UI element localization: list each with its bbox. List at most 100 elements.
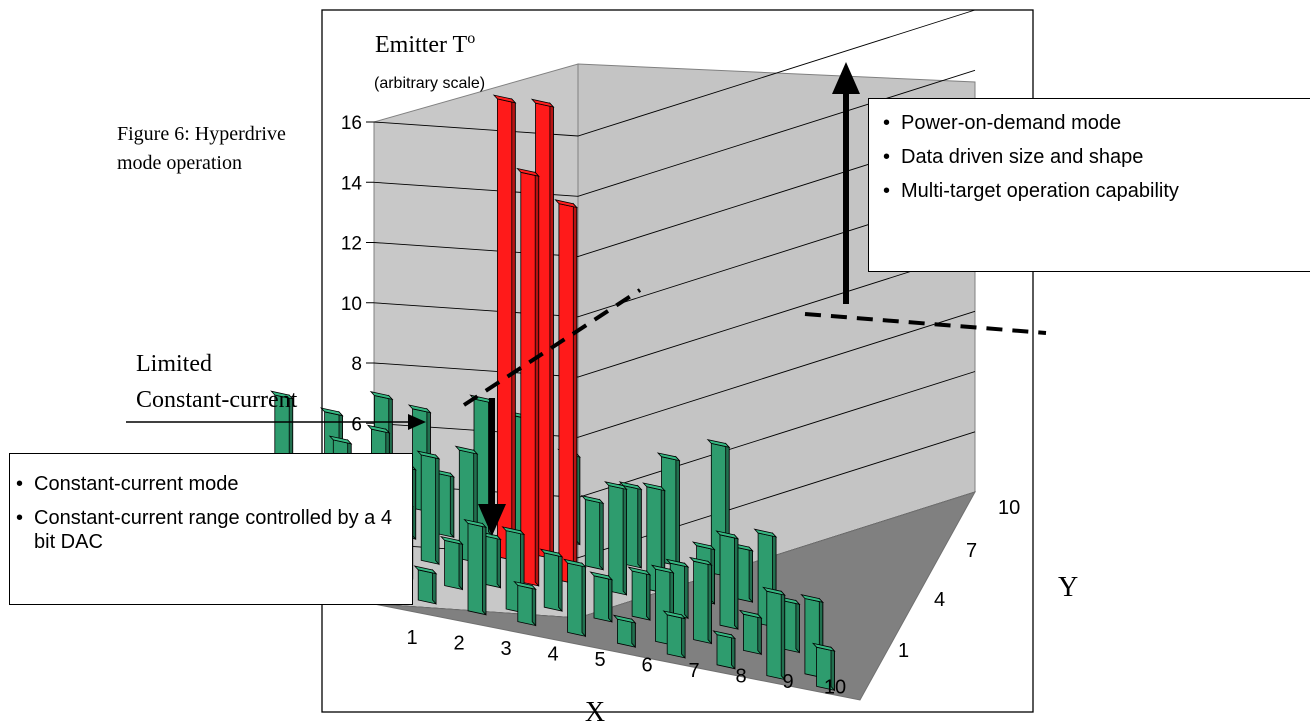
constant-bar	[712, 630, 737, 670]
constant-bar-top	[454, 445, 479, 455]
constant-bar-top	[627, 566, 652, 576]
x-tick-label: 9	[782, 671, 793, 693]
constant-bar-side	[608, 574, 613, 623]
constant-bar-top	[688, 556, 713, 566]
constant-bar	[688, 556, 713, 645]
constant-bar-top	[706, 439, 731, 448]
constant-bar-top	[369, 391, 394, 401]
constant-bar-top	[642, 482, 666, 492]
constant-bar-top	[439, 535, 464, 545]
constant-bar-top	[762, 586, 786, 596]
z-tick-label: 6	[351, 414, 362, 435]
z-tick-label: 12	[341, 234, 362, 255]
constant-bar-side	[458, 539, 463, 591]
x-tick-label: 4	[547, 644, 558, 666]
constant-bar-side	[432, 568, 437, 605]
gridline	[373, 310, 976, 438]
x-tick-label: 5	[594, 649, 605, 671]
hyperdrive-bar-top	[554, 199, 578, 209]
constant-bar-side	[581, 562, 586, 638]
constant-bar-top	[753, 528, 778, 538]
hyperdrive-mode-box: Power-on-demand mode Data driven size an…	[868, 98, 1310, 272]
constant-bar-side	[748, 546, 753, 604]
x-tick-label: 7	[688, 660, 699, 682]
gridline	[373, 9, 976, 137]
constant-bar-side	[731, 633, 736, 670]
limited-constant-current-label: Limited Constant-current	[136, 346, 297, 418]
x-axis-ticks: 1 2 3 4 5 6 7 8 9 10	[406, 627, 846, 699]
limited-label-line-2: Constant-current	[136, 387, 298, 413]
constant-bar-top	[589, 571, 614, 581]
constant-bar-top	[562, 558, 587, 568]
constant-bar-side	[734, 533, 739, 631]
gridline	[373, 431, 976, 559]
constant-bar-side	[449, 472, 455, 539]
hyperdrive-bar	[516, 167, 540, 587]
constant-bar	[618, 481, 643, 569]
constant-bar-side	[622, 484, 627, 596]
constant-bar-top	[618, 481, 643, 491]
constant-bar-top	[800, 594, 824, 603]
constant-point-1: Constant-current mode	[14, 472, 400, 496]
constant-bar-top	[665, 558, 690, 568]
constant-bar-top	[715, 530, 740, 540]
gridline	[373, 190, 976, 318]
hyperdrive-bar-top	[516, 167, 540, 177]
constant-bar-top	[604, 481, 628, 491]
limited-label-line-1: Limited	[136, 351, 212, 377]
constant-bar-top	[662, 610, 687, 620]
constant-bar	[665, 558, 690, 620]
constant-bar-side	[637, 484, 642, 569]
constant-current-box: Constant-current mode Constant-current r…	[9, 453, 413, 605]
constant-arrow-head	[478, 504, 506, 536]
constant-bar-side	[531, 584, 537, 627]
constant-bar	[776, 595, 801, 654]
constant-bar-side	[681, 613, 686, 659]
constant-bar	[539, 548, 564, 613]
z-tick-label: 8	[351, 354, 362, 375]
hyperdrive-bar	[554, 199, 578, 586]
x-axis-title: X	[585, 697, 605, 721]
constant-bar-top	[270, 390, 294, 400]
constant-bar	[612, 614, 637, 649]
constant-bar	[589, 571, 614, 623]
constant-bar	[413, 565, 438, 605]
constant-bar-top	[366, 424, 391, 434]
constant-bar-side	[780, 590, 786, 681]
constant-bar-top	[539, 548, 564, 558]
constant-bar-top	[712, 630, 737, 640]
constant-bar-top	[501, 526, 526, 536]
x-tick-label: 8	[735, 666, 746, 688]
z-axis: 6 8 10 12 14 16	[341, 113, 374, 435]
x-tick-label: 2	[453, 633, 464, 655]
limited-level-line-left	[462, 288, 642, 407]
constant-bar-top	[416, 450, 441, 460]
x-tick-label: 1	[406, 627, 417, 649]
constant-bar-side	[646, 570, 651, 622]
hyperdrive-bar	[492, 94, 517, 562]
constant-bar-side	[675, 455, 680, 568]
figure-caption: Figure 6: Hyperdrive mode operation	[117, 123, 286, 174]
x-tick-label: 6	[641, 655, 652, 677]
constant-bar-side	[481, 522, 487, 616]
constant-bar	[762, 586, 786, 681]
constant-bar	[513, 580, 537, 627]
constant-bar-side	[496, 534, 502, 589]
constant-bar	[463, 518, 488, 616]
z-tick-label: 14	[341, 173, 363, 194]
hyperdrive-point-1: Power-on-demand mode	[881, 111, 1298, 135]
constant-bar-side	[435, 453, 440, 566]
constant-bar-side	[599, 498, 604, 571]
constant-bar-top	[463, 518, 488, 528]
constant-bar	[416, 450, 441, 566]
y-tick-label: 4	[934, 589, 945, 611]
constant-bar-top	[407, 404, 432, 414]
constant-bar-top	[513, 580, 537, 590]
constant-bar-side	[795, 599, 800, 654]
constant-bar-top	[413, 565, 438, 575]
hyperdrive-bar-side	[511, 97, 516, 562]
hyperdrive-bar-side	[549, 102, 554, 560]
constant-bar-side	[558, 552, 563, 613]
constant-bar	[811, 642, 836, 692]
constant-bar	[580, 495, 605, 571]
